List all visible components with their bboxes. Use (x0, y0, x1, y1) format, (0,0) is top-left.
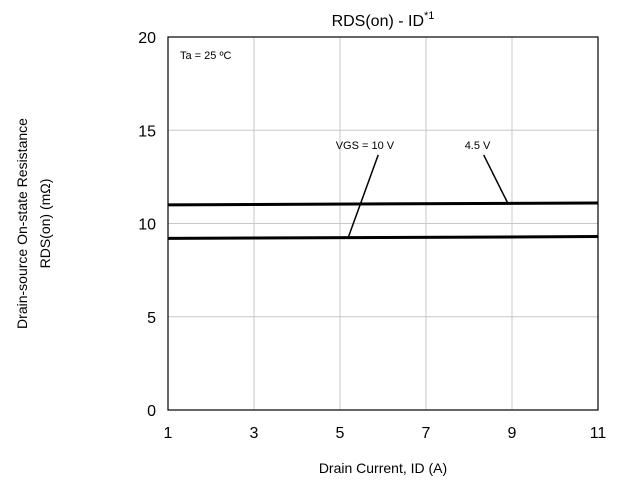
y-axis-label: Drain-source On-state Resistance RDS(on)… (14, 118, 53, 329)
x-tick-label: 5 (336, 425, 345, 442)
series-layer: VGS = 10 V 4.5 V (167, 140, 599, 240)
condition-label: Ta = 25 ºC (180, 50, 231, 62)
x-tick-label: 3 (250, 425, 259, 442)
series-label: VGS = 10 V (336, 140, 395, 152)
ticks: 1 3 5 7 9 11 0 5 10 15 20 (138, 30, 606, 442)
grid (168, 37, 598, 410)
y-axis-label-line-1: Drain-source On-state Resistance (14, 118, 30, 329)
series-leader-line (482, 154, 509, 204)
chart-title: RDS(on) - ID*1 (332, 10, 435, 30)
series-line (167, 235, 599, 240)
y-axis-label-line-2: RDS(on) (mΩ) (37, 179, 53, 269)
x-tick-label: 9 (508, 425, 517, 442)
x-tick-label: 1 (164, 425, 173, 442)
x-axis-label: Drain Current, ID (A) (319, 460, 447, 476)
x-tick-label: 7 (422, 425, 431, 442)
series-label: 4.5 V (465, 140, 491, 152)
y-tick-label: 20 (138, 30, 156, 47)
y-tick-label: 10 (138, 217, 156, 234)
y-tick-label: 5 (147, 310, 156, 327)
y-tick-label: 0 (147, 403, 156, 420)
x-tick-label: 11 (590, 425, 607, 442)
chart-title-superscript: *1 (424, 10, 434, 22)
chart-title-text: RDS(on) - ID (332, 13, 424, 30)
y-tick-label: 15 (138, 123, 156, 140)
plot-area (167, 36, 599, 411)
series-line (167, 201, 599, 207)
series-leader-line (347, 154, 379, 237)
